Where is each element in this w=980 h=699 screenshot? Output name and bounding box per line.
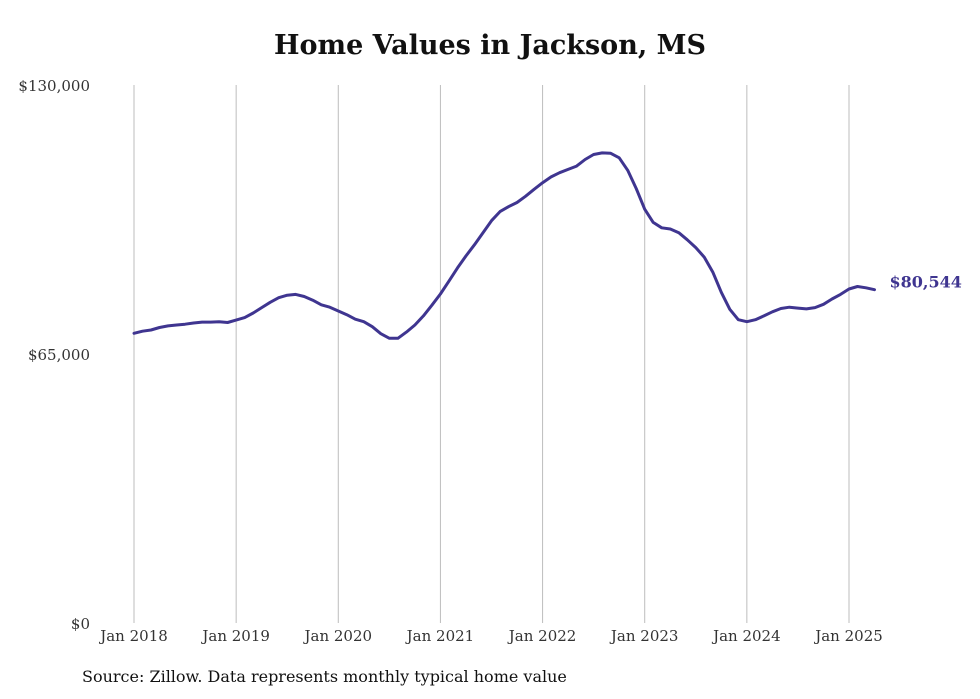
end-value-label: $80,544 (890, 273, 962, 292)
source-note: Source: Zillow. Data represents monthly … (82, 667, 567, 686)
series-layer: $80,544 (132, 151, 962, 340)
x-tick-label: Jan 2024 (711, 627, 781, 645)
x-axis: Jan 2018 Jan 2019 Jan 2020 Jan 2021 Jan 2022… (98, 627, 883, 645)
y-tick-label: $130,000 (18, 77, 90, 95)
x-tick-label: Jan 2025 (813, 627, 883, 645)
x-tick-label: Jan 2023 (609, 627, 679, 645)
x-tick-label: Jan 2019 (200, 627, 270, 645)
gridlines (133, 85, 850, 623)
x-tick-label: Jan 2021 (405, 627, 475, 645)
y-tick-label: $65,000 (28, 346, 90, 364)
x-tick-label: Jan 2022 (507, 627, 577, 645)
y-tick-label: $0 (71, 615, 90, 633)
x-tick-label: Jan 2018 (98, 627, 168, 645)
chart-title: Home Values in Jackson, MS (273, 30, 707, 61)
x-tick-label: Jan 2020 (303, 627, 373, 645)
series-line-0 (132, 151, 876, 340)
y-axis: $0 $65,000 $130,000 (18, 77, 90, 633)
